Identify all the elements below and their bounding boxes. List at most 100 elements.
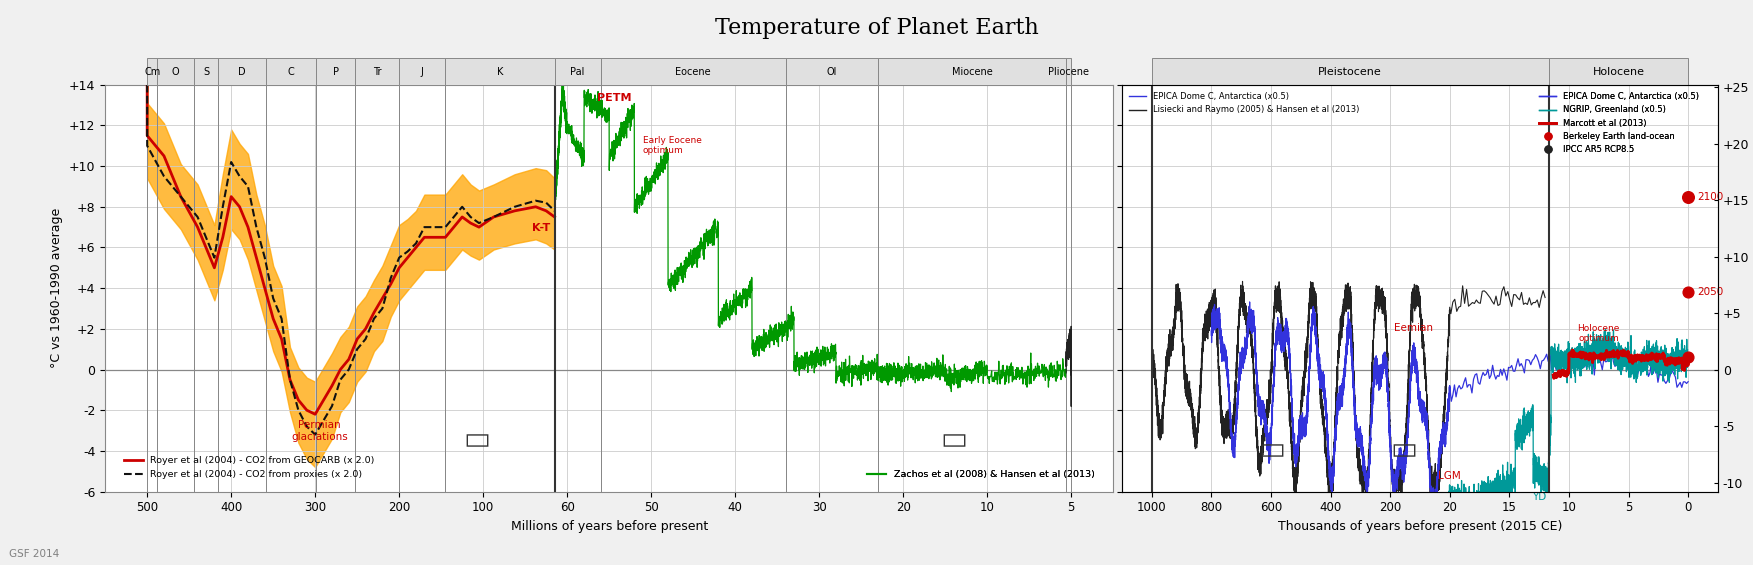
Royer et al (2004) - CO2 from GEOCARB (x 2.0) (372, 295, 393, 302)
Line: Lisiecki and Raymo (2005) & Hansen et al (2013): Lisiecki and Raymo (2005) & Hansen et al… (1152, 281, 1544, 501)
Royer et al (2004) - CO2 from GEOCARB (x 2.0) (137, 102, 158, 108)
FancyBboxPatch shape (554, 58, 601, 85)
Text: Holocene
optimum: Holocene optimum (1578, 324, 1620, 343)
Royer et al (2004) - CO2 from proxies (x 2.0) (170, 193, 191, 200)
Royer et al (2004) - CO2 from GEOCARB (x 2.0) (459, 220, 480, 227)
Marcott et al (2013) (1623, 354, 1644, 360)
Royer et al (2004) - CO2 from proxies (x 2.0) (254, 254, 275, 261)
Point (1674, 288, 1702, 297)
Royer et al (2004) - CO2 from proxies (x 2.0) (245, 224, 266, 231)
FancyBboxPatch shape (1548, 58, 1688, 85)
Royer et al (2004) - CO2 from GEOCARB (x 2.0) (230, 203, 251, 210)
Royer et al (2004) - CO2 from GEOCARB (x 2.0) (363, 309, 384, 316)
Royer et al (2004) - CO2 from GEOCARB (x 2.0) (484, 214, 505, 220)
Royer et al (2004) - CO2 from proxies (x 2.0) (396, 248, 417, 255)
Legend: EPICA Dome C, Antarctica (x0.5), NGRIP, Greenland (x0.5), Marcott et al (2013), : EPICA Dome C, Antarctica (x0.5), NGRIP, … (1536, 89, 1702, 157)
NGRIP, Greenland (x0.5) (1460, 498, 1481, 505)
Text: S: S (203, 67, 209, 76)
Marcott et al (2013) (1562, 346, 1583, 353)
Marcott et al (2013) (1678, 358, 1699, 364)
Royer et al (2004) - CO2 from proxies (x 2.0) (356, 336, 377, 342)
Lisiecki and Raymo (2005) & Hansen et al (2013) (1210, 399, 1231, 406)
EPICA Dome C, Antarctica (x0.5) (1259, 442, 1280, 449)
Royer et al (2004) - CO2 from proxies (x 2.0) (188, 214, 209, 220)
Royer et al (2004) - CO2 from GEOCARB (x 2.0) (212, 234, 233, 241)
Legend: Zachos et al (2008) & Hansen et al (2013): Zachos et al (2008) & Hansen et al (2013… (864, 466, 1099, 483)
Line: EPICA Dome C, Antarctica (x0.5): EPICA Dome C, Antarctica (x0.5) (1211, 302, 1688, 512)
NGRIP, Greenland (x0.5) (1527, 473, 1548, 480)
Lisiecki and Raymo (2005) & Hansen et al (2013) (1232, 278, 1253, 285)
Royer et al (2004) - CO2 from GEOCARB (x 2.0) (237, 224, 258, 231)
Royer et al (2004) - CO2 from GEOCARB (x 2.0) (154, 153, 175, 159)
NGRIP, Greenland (x0.5) (1516, 415, 1537, 421)
Royer et al (2004) - CO2 from proxies (x 2.0) (321, 403, 342, 410)
Royer et al (2004) - CO2 from proxies (x 2.0) (338, 366, 359, 373)
NGRIP, Greenland (x0.5) (1672, 349, 1693, 356)
Royer et al (2004) - CO2 from proxies (x 2.0) (263, 295, 284, 302)
Royer et al (2004) - CO2 from GEOCARB (x 2.0) (380, 281, 401, 288)
Royer et al (2004) - CO2 from proxies (x 2.0) (543, 207, 564, 214)
Royer et al (2004) - CO2 from GEOCARB (x 2.0) (203, 264, 224, 271)
Royer et al (2004) - CO2 from proxies (x 2.0) (221, 159, 242, 166)
Text: LGM: LGM (1437, 471, 1460, 481)
Royer et al (2004) - CO2 from proxies (x 2.0) (484, 214, 505, 220)
Royer et al (2004) - CO2 from proxies (x 2.0) (296, 423, 317, 430)
Royer et al (2004) - CO2 from proxies (x 2.0) (444, 214, 465, 220)
Royer et al (2004) - CO2 from proxies (x 2.0) (372, 305, 393, 312)
Royer et al (2004) - CO2 from GEOCARB (x 2.0) (263, 315, 284, 322)
Text: Pleistocene: Pleistocene (1318, 67, 1381, 76)
Royer et al (2004) - CO2 from GEOCARB (x 2.0) (389, 264, 410, 271)
Text: Holocene: Holocene (1592, 67, 1644, 76)
Royer et al (2004) - CO2 from proxies (x 2.0) (459, 214, 480, 220)
Text: Pal: Pal (570, 67, 586, 76)
Royer et al (2004) - CO2 from GEOCARB (x 2.0) (452, 214, 473, 220)
Text: 𝄞: 𝄞 (465, 433, 489, 448)
Royer et al (2004) - CO2 from GEOCARB (x 2.0) (221, 193, 242, 200)
FancyBboxPatch shape (217, 58, 266, 85)
Royer et al (2004) - CO2 from proxies (x 2.0) (405, 240, 426, 247)
Royer et al (2004) - CO2 from GEOCARB (x 2.0) (431, 234, 452, 241)
Text: 𝄞: 𝄞 (1259, 444, 1283, 458)
Royer et al (2004) - CO2 from proxies (x 2.0) (536, 199, 557, 206)
Text: Miocene: Miocene (952, 67, 992, 76)
Marcott et al (2013) (1543, 372, 1564, 379)
Text: Permian
glaciations: Permian glaciations (291, 420, 347, 442)
Marcott et al (2013) (1634, 357, 1655, 364)
Text: O: O (172, 67, 179, 76)
NGRIP, Greenland (x0.5) (1595, 326, 1616, 333)
Lisiecki and Raymo (2005) & Hansen et al (2013) (1273, 353, 1294, 359)
Royer et al (2004) - CO2 from proxies (x 2.0) (414, 224, 435, 231)
Marcott et al (2013) (1604, 351, 1625, 358)
Royer et al (2004) - CO2 from GEOCARB (x 2.0) (170, 193, 191, 200)
Royer et al (2004) - CO2 from proxies (x 2.0) (380, 275, 401, 281)
Line: NGRIP, Greenland (x0.5): NGRIP, Greenland (x0.5) (1450, 329, 1688, 526)
Royer et al (2004) - CO2 from proxies (x 2.0) (435, 224, 456, 231)
Royer et al (2004) - CO2 from GEOCARB (x 2.0) (422, 234, 444, 241)
Text: P: P (333, 67, 338, 76)
Marcott et al (2013) (1644, 354, 1665, 361)
Royer et al (2004) - CO2 from proxies (x 2.0) (347, 346, 368, 353)
Royer et al (2004) - CO2 from proxies (x 2.0) (279, 376, 300, 383)
Royer et al (2004) - CO2 from proxies (x 2.0) (195, 234, 217, 241)
Royer et al (2004) - CO2 from GEOCARB (x 2.0) (505, 207, 526, 214)
Text: 2050: 2050 (1697, 287, 1723, 297)
Lisiecki and Raymo (2005) & Hansen et al (2013) (1322, 498, 1343, 505)
Text: Pliocene: Pliocene (1048, 67, 1089, 76)
EPICA Dome C, Antarctica (x0.5) (1257, 434, 1278, 441)
Marcott et al (2013) (1567, 352, 1588, 359)
Royer et al (2004) - CO2 from proxies (x 2.0) (203, 254, 224, 261)
X-axis label: Thousands of years before present (2015 CE): Thousands of years before present (2015 … (1278, 520, 1562, 533)
Royer et al (2004) - CO2 from proxies (x 2.0) (154, 173, 175, 180)
Royer et al (2004) - CO2 from proxies (x 2.0) (389, 254, 410, 261)
FancyBboxPatch shape (400, 58, 445, 85)
FancyBboxPatch shape (785, 58, 878, 85)
NGRIP, Greenland (x0.5) (1644, 355, 1665, 362)
Royer et al (2004) - CO2 from proxies (x 2.0) (230, 173, 251, 180)
Royer et al (2004) - CO2 from proxies (x 2.0) (505, 203, 526, 210)
Lisiecki and Raymo (2005) & Hansen et al (2013) (1211, 419, 1232, 426)
Royer et al (2004) - CO2 from GEOCARB (x 2.0) (543, 214, 564, 220)
FancyBboxPatch shape (195, 58, 217, 85)
Text: Cm: Cm (144, 67, 160, 76)
Text: YD: YD (1532, 492, 1546, 502)
Marcott et al (2013) (1543, 375, 1564, 381)
